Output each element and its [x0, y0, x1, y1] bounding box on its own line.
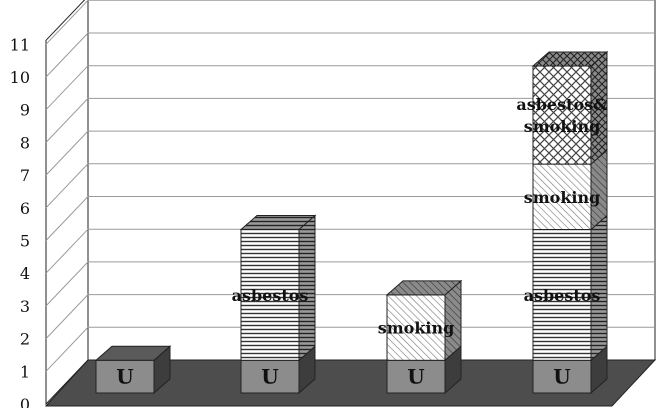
segment-label: smoking — [378, 319, 455, 338]
y-tick-label: 0 — [20, 395, 30, 408]
gridline — [45, 0, 655, 45]
segment-label: U — [261, 365, 278, 389]
segment-label: asbestos — [232, 286, 309, 305]
gridline — [45, 32, 655, 78]
segment-label: U — [116, 365, 133, 389]
segment-label: U — [407, 365, 424, 389]
bars: U UasbestosUsmokingUasbestossmokingasbest… — [94, 50, 609, 395]
y-tick-label: 11 — [10, 35, 30, 54]
gridlines — [45, 0, 655, 372]
bar-top-face — [239, 215, 317, 230]
gridline — [45, 163, 655, 209]
gridline — [45, 130, 655, 176]
y-tick-label: 4 — [20, 264, 30, 283]
y-tick-label: 8 — [20, 133, 30, 152]
bar-top-face — [531, 51, 609, 67]
y-tick-label: 2 — [20, 330, 30, 349]
gridline — [45, 97, 655, 143]
y-tick-label: 5 — [20, 232, 30, 251]
bar-segment-smoking — [386, 294, 446, 361]
segment-label-line: asbestos — [232, 286, 309, 305]
gridline — [45, 326, 655, 372]
segment-label: smoking — [524, 188, 601, 207]
gridline — [45, 294, 655, 339]
gridline — [45, 196, 655, 241]
chart-floor — [44, 359, 657, 407]
segment-label-line: smoking — [524, 117, 601, 136]
y-tick-label: 6 — [20, 199, 30, 218]
y-tick-label: 10 — [10, 68, 30, 87]
bar-segment-asbestos-smoking — [532, 65, 592, 165]
y-tick-label: 9 — [20, 101, 30, 120]
bar-segment-u — [386, 359, 446, 394]
bar-top-face — [94, 345, 172, 361]
side-wall — [45, 0, 89, 406]
y-tick-label: 1 — [20, 362, 30, 381]
bar-segment-u — [95, 359, 155, 394]
segment-label: U — [553, 365, 570, 389]
bar-segment-u — [532, 359, 592, 394]
gridline — [45, 228, 655, 274]
bar-1: U — [94, 345, 172, 395]
gridline — [45, 261, 655, 307]
gridline — [45, 65, 655, 111]
segment-label: asbestos — [524, 286, 601, 305]
segment-label-line: asbestos& — [516, 95, 608, 114]
bar-segment-smoking — [532, 163, 592, 231]
floor-plane — [44, 359, 657, 407]
y-tick-label: 3 — [20, 297, 30, 316]
bar-top-face — [385, 280, 463, 296]
segment-label: asbestos& smoking — [516, 95, 608, 136]
segment-label-line: asbestos — [524, 286, 601, 305]
segment-label-line: smoking — [524, 188, 601, 207]
segment-label-line: smoking — [378, 319, 455, 338]
y-axis-ticks: 0 1 2 3 4 5 6 7 8 9 10 11 — [10, 35, 30, 408]
y-tick-label: 7 — [20, 166, 30, 185]
bar-segment-asbestos — [240, 229, 300, 361]
